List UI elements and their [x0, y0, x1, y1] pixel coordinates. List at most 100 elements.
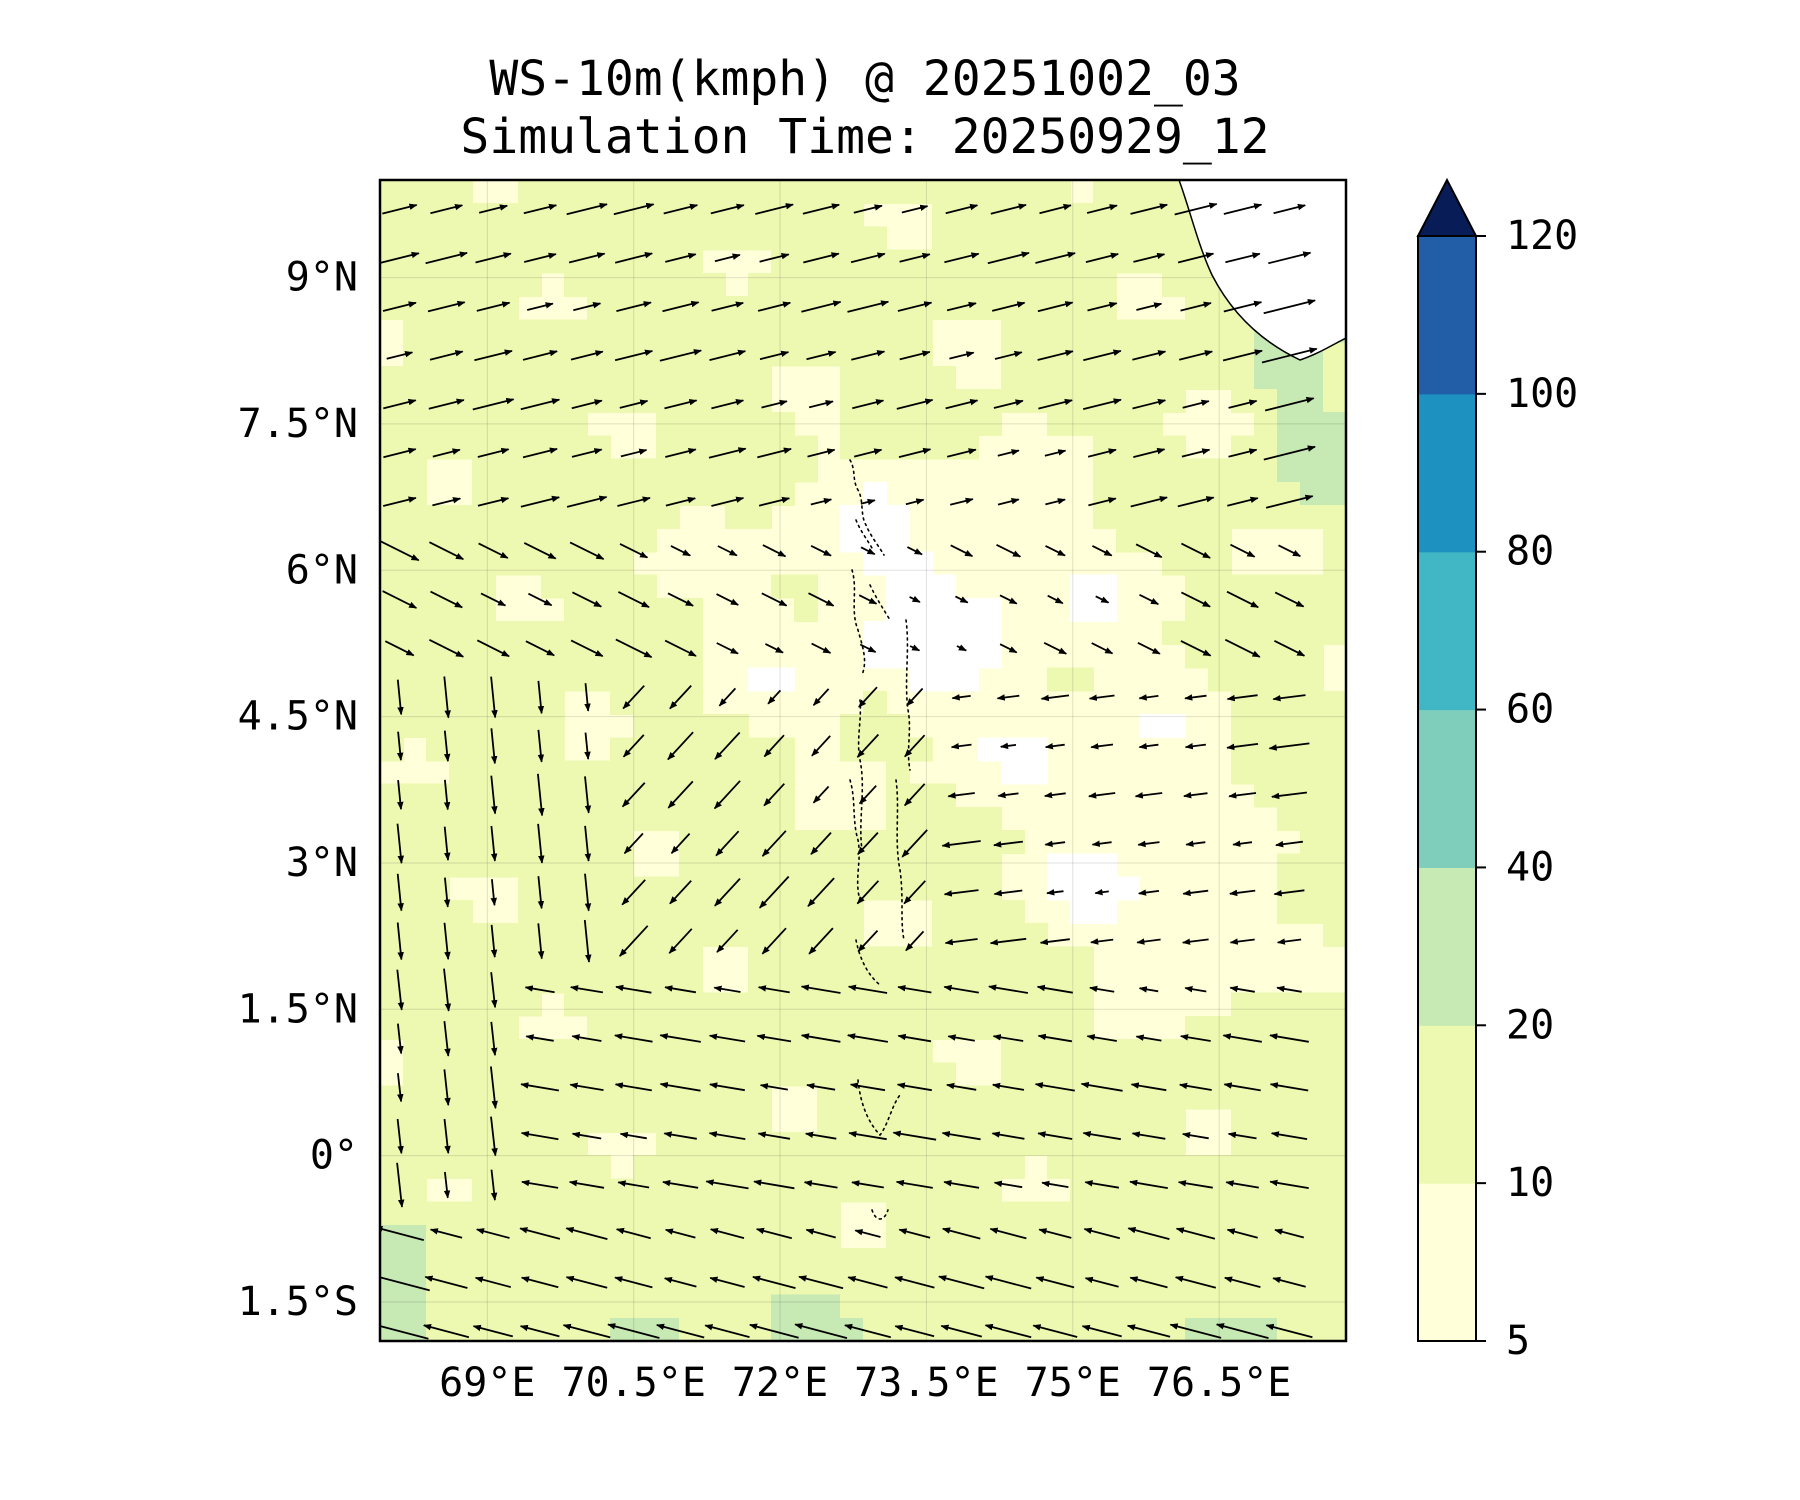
speed-cell — [610, 760, 634, 785]
speed-cell — [1001, 1155, 1025, 1180]
wind-vector — [997, 498, 1020, 506]
speed-cell — [449, 760, 473, 785]
speed-cell — [541, 690, 565, 715]
wind-vector — [659, 349, 702, 362]
wind-vector — [849, 1082, 886, 1092]
wind-vector — [1226, 694, 1258, 702]
speed-cell — [541, 1108, 565, 1133]
speed-cell — [863, 876, 887, 901]
speed-cell — [1047, 272, 1071, 297]
speed-cell — [449, 412, 473, 437]
speed-cell — [1024, 1132, 1048, 1156]
speed-cell — [863, 992, 887, 1017]
speed-cell — [426, 365, 450, 390]
wind-vector — [1129, 1179, 1168, 1189]
wind-vector — [713, 780, 741, 810]
speed-cell — [1001, 180, 1025, 204]
speed-cell — [748, 505, 772, 530]
speed-cell — [932, 946, 956, 971]
speed-cell — [1300, 505, 1324, 530]
wind-vector — [397, 1023, 404, 1055]
speed-cell — [1093, 1039, 1117, 1064]
wind-vector — [1226, 590, 1259, 609]
speed-cell — [1093, 226, 1117, 251]
wind-vector — [984, 1323, 1032, 1339]
speed-cell — [403, 1248, 427, 1273]
speed-cell — [748, 1015, 772, 1040]
wind-vector — [490, 1116, 498, 1157]
speed-cell — [702, 876, 726, 901]
speed-cell — [472, 598, 496, 622]
wind-vector — [664, 1228, 696, 1239]
speed-cell — [1116, 319, 1140, 344]
speed-cell — [1323, 714, 1346, 739]
speed-cell — [610, 644, 634, 669]
wind-vector — [899, 252, 931, 263]
speed-cell — [403, 1085, 427, 1110]
speed-cell — [633, 1108, 657, 1133]
wind-vector — [1081, 1324, 1122, 1338]
speed-cell — [541, 435, 565, 460]
speed-cell — [679, 435, 703, 460]
speed-cell — [449, 528, 473, 553]
speed-cell — [449, 180, 473, 204]
wind-vector — [949, 351, 975, 360]
speed-cell — [472, 1132, 496, 1156]
speed-cell — [426, 319, 450, 344]
speed-cell — [633, 690, 657, 715]
wind-vector — [1276, 938, 1302, 945]
speed-cell — [380, 226, 404, 251]
speed-cell — [1116, 1224, 1140, 1249]
speed-cell — [909, 1015, 933, 1040]
speed-cell — [472, 551, 496, 576]
speed-cell — [449, 969, 473, 994]
speed-cell — [1024, 365, 1048, 390]
wind-vector — [1278, 544, 1302, 558]
speed-cell — [472, 505, 496, 530]
speed-cell — [541, 923, 565, 947]
speed-cell — [610, 853, 634, 878]
wind-vector — [1138, 986, 1159, 993]
speed-cell — [1162, 481, 1186, 506]
speed-cell — [748, 923, 772, 947]
speed-cell — [748, 1085, 772, 1110]
wind-vector — [1044, 449, 1067, 457]
speed-cell — [1300, 667, 1324, 692]
speed-cell — [1185, 1248, 1209, 1273]
speed-cell — [1162, 272, 1186, 297]
speed-cell — [380, 551, 404, 576]
colorbar-segment — [1418, 393, 1476, 553]
speed-cell — [817, 319, 841, 344]
speed-cell — [1139, 458, 1163, 483]
speed-cell — [1070, 946, 1094, 971]
wind-vector — [1268, 251, 1312, 265]
speed-cell — [633, 598, 657, 622]
speed-cell — [1300, 830, 1324, 855]
wind-vector — [992, 1034, 1024, 1042]
wind-vector — [860, 498, 876, 506]
wind-vector — [759, 253, 790, 263]
wind-vector — [858, 594, 878, 605]
speed-cell — [817, 1155, 841, 1180]
speed-cell — [1162, 203, 1186, 228]
speed-cell — [1208, 1224, 1232, 1249]
speed-cell — [633, 923, 657, 947]
speed-cell — [863, 226, 887, 251]
speed-cell — [955, 969, 979, 994]
speed-cell — [633, 249, 657, 274]
speed-cell — [403, 1294, 427, 1319]
speed-cell — [886, 969, 910, 994]
speed-cell — [978, 1085, 1002, 1110]
speed-cell — [1323, 1062, 1346, 1087]
speed-cell — [1116, 505, 1140, 530]
speed-cell — [1001, 319, 1025, 344]
speed-cell — [564, 806, 588, 831]
speed-cell — [403, 969, 427, 994]
wind-vector — [1038, 398, 1073, 410]
speed-cell — [1185, 1224, 1209, 1249]
wind-vector — [664, 985, 697, 994]
speed-cell — [587, 296, 611, 321]
speed-cell — [1231, 458, 1255, 483]
wind-vector — [430, 590, 463, 609]
